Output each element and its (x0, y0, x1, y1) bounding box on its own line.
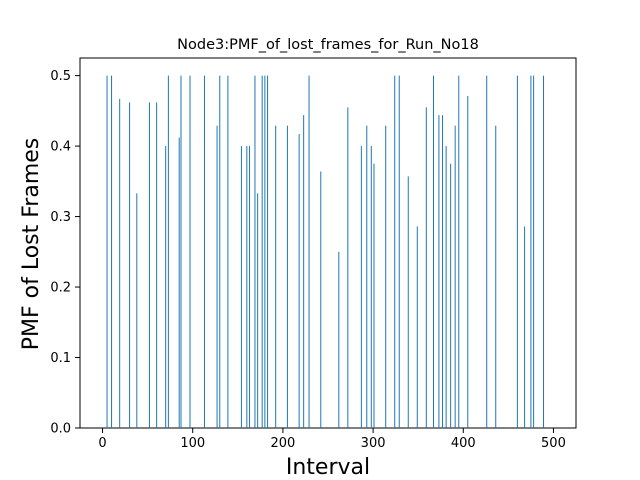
bar (111, 75, 113, 429)
bar (261, 75, 263, 429)
y-tick-label: 0.0 (50, 422, 71, 437)
bar (264, 75, 266, 429)
y-tick-label: 0.5 (50, 69, 71, 84)
bar (189, 75, 191, 429)
bar (338, 251, 340, 428)
y-axis-label: PMF of Lost Frames (19, 138, 44, 351)
x-tick-label: 0 (98, 436, 106, 451)
bar (129, 102, 131, 429)
bar (148, 102, 150, 429)
bar (156, 102, 158, 429)
bar (246, 146, 248, 428)
bar (416, 226, 418, 428)
plot-area: 0 100 200 300 400 500 0.0 0.1 0.2 0.3 0.4 0.5 (50, 57, 577, 451)
bar (366, 125, 368, 428)
bar (385, 125, 387, 428)
axes-frame (79, 57, 577, 429)
bar (216, 125, 218, 428)
bar (254, 75, 256, 429)
bar (450, 163, 452, 428)
x-tick-label: 300 (361, 436, 386, 451)
x-axis-label: Interval (286, 455, 370, 480)
bar (165, 146, 167, 428)
bar (249, 146, 251, 428)
y-tick-label: 0.3 (50, 210, 71, 225)
x-tick-label: 100 (180, 436, 205, 451)
bar (516, 75, 518, 429)
bars-group (106, 75, 545, 429)
bar (178, 137, 180, 428)
bar (167, 75, 169, 429)
bar (433, 75, 435, 429)
bar (370, 146, 372, 428)
y-tick-label: 0.4 (50, 140, 71, 155)
bar (398, 75, 400, 429)
bar (180, 75, 182, 429)
bar (267, 75, 269, 429)
bar (106, 75, 108, 429)
bar (119, 98, 121, 428)
bar (530, 75, 532, 429)
bar (257, 193, 259, 428)
bar (425, 107, 427, 428)
y-tick-label: 0.2 (50, 281, 71, 296)
bar (442, 115, 444, 428)
bar (275, 125, 277, 428)
x-tick-label: 200 (270, 436, 295, 451)
bar (394, 75, 396, 429)
bar (495, 125, 497, 428)
y-tick-label: 0.1 (50, 351, 71, 366)
bar (227, 75, 229, 429)
bar (543, 75, 545, 429)
bar (320, 171, 322, 428)
bar (136, 193, 138, 428)
x-tick-label: 500 (541, 436, 566, 451)
bar (298, 134, 300, 429)
bar (533, 75, 535, 429)
bar (240, 146, 242, 428)
bar (203, 75, 205, 429)
bar (524, 226, 526, 428)
bar (445, 146, 447, 428)
bar (454, 125, 456, 428)
bar (347, 107, 349, 428)
x-tick-label: 400 (451, 436, 476, 451)
bar (486, 75, 488, 429)
bar (458, 75, 460, 429)
bar (303, 115, 305, 428)
bar (219, 75, 221, 429)
bar (467, 96, 469, 428)
chart-title: Node3:PMF_of_lost_frames_for_Run_No18 (177, 37, 479, 53)
x-ticks-group: 0 100 200 300 400 500 (98, 428, 566, 451)
bar (407, 176, 409, 428)
bar (286, 125, 288, 428)
bar (360, 146, 362, 428)
bar (438, 115, 440, 428)
bar (308, 75, 310, 429)
y-ticks-group: 0.0 0.1 0.2 0.3 0.4 0.5 (50, 69, 80, 437)
bar (373, 163, 375, 428)
